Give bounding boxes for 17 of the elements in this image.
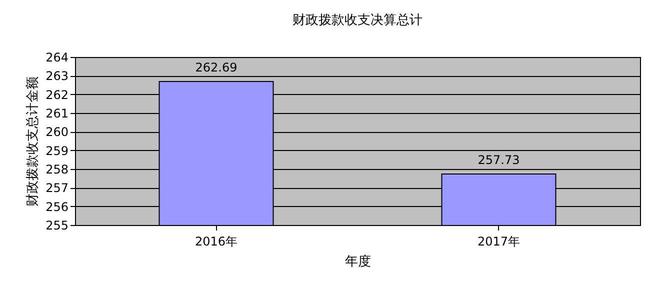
x-tick-label: 2017年 bbox=[477, 234, 520, 248]
y-tick-label: 255 bbox=[46, 218, 68, 232]
y-tick-label: 259 bbox=[46, 144, 68, 158]
data-label: 257.73 bbox=[478, 153, 520, 168]
y-tick-label: 262 bbox=[46, 88, 68, 102]
x-tick-label: 2016年 bbox=[194, 234, 238, 248]
y-axis-title: 财政拨款收支总计金额 bbox=[26, 76, 41, 206]
y-tick-label: 263 bbox=[46, 69, 68, 84]
y-tick-label: 260 bbox=[46, 125, 68, 140]
chart-title: 财政拨款收支决算总计 bbox=[292, 13, 422, 28]
y-tick-label: 258 bbox=[46, 162, 68, 176]
data-label: 262.69 bbox=[195, 60, 238, 74]
y-tick-label: 264 bbox=[46, 50, 68, 64]
y-tick-label: 257 bbox=[46, 181, 68, 196]
y-tick-label: 261 bbox=[46, 106, 68, 120]
x-axis-title: 年度 bbox=[345, 254, 371, 270]
y-tick-label: 256 bbox=[46, 200, 68, 214]
